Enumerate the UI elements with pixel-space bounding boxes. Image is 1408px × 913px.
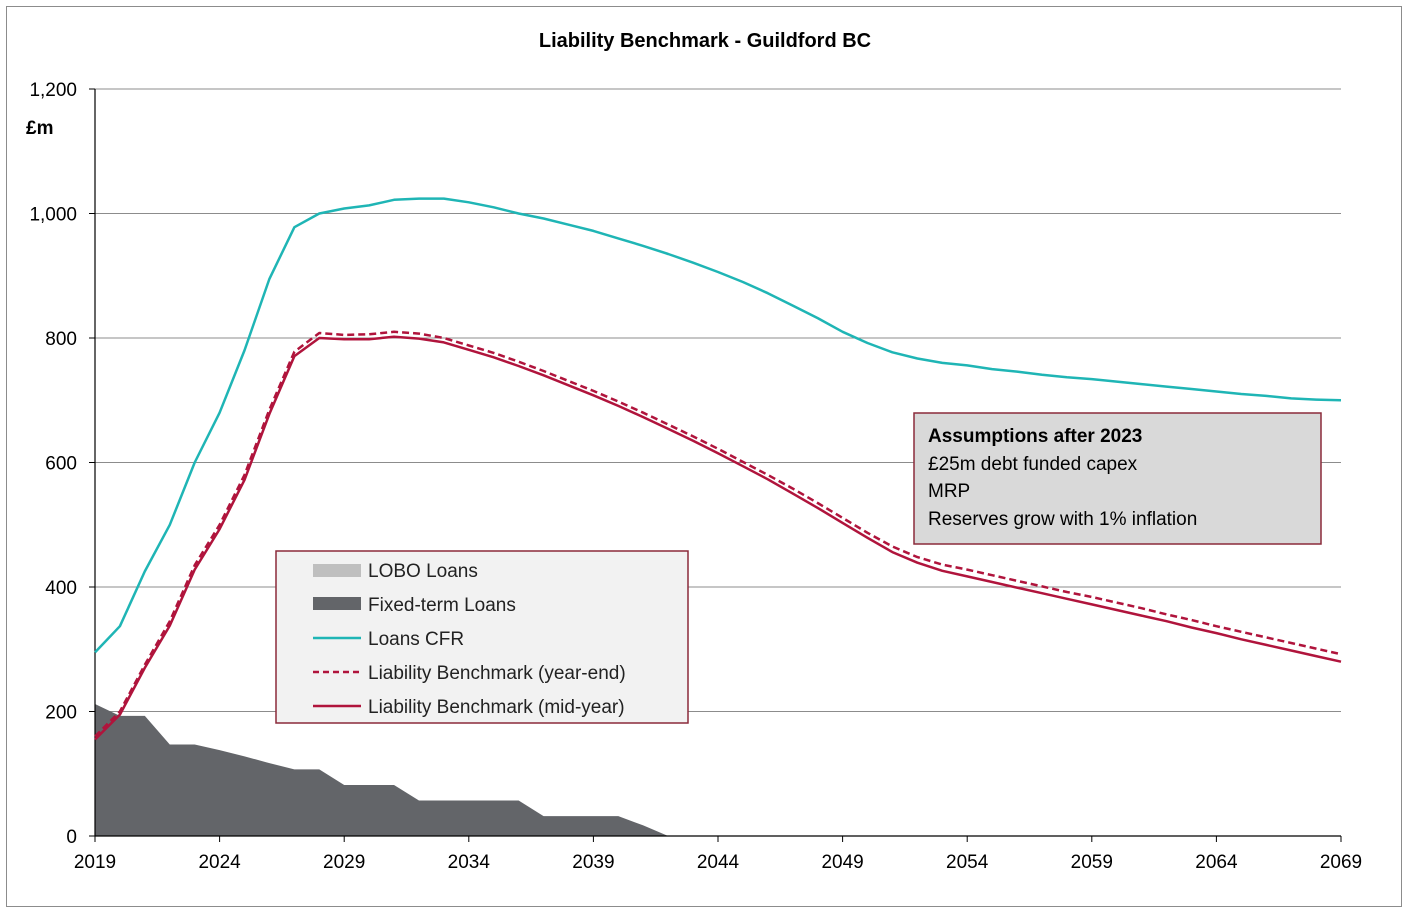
x-tick-label: 2029 (323, 852, 365, 873)
y-axis-unit-label: £m (26, 118, 53, 139)
y-tick-label: 1,200 (29, 80, 77, 101)
x-tick-label: 2059 (1071, 852, 1113, 873)
x-tick-label: 2019 (74, 852, 116, 873)
legend: LOBO Loans Fixed-term Loans Loans CFR Li… (275, 550, 689, 724)
x-tick-label: 2044 (697, 852, 740, 873)
y-tick-label: 600 (45, 454, 77, 475)
legend-swatch-fixed-term (313, 597, 361, 610)
x-tick-label: 2064 (1195, 852, 1238, 873)
y-tick-label: 800 (45, 329, 77, 350)
x-axis-ticks: 2019 2024 2029 2034 2039 2044 2049 2054 2059 2064… (74, 852, 1362, 873)
legend-label-lobo: LOBO Loans (368, 561, 478, 582)
legend-label-loans-cfr: Loans CFR (368, 629, 464, 650)
area-series (95, 704, 669, 836)
axes (89, 88, 1342, 842)
x-tick-label: 2034 (448, 852, 491, 873)
line-series-lb_my (94, 335, 1342, 741)
x-tick-label: 2054 (946, 852, 989, 873)
x-tick-label: 2024 (198, 852, 241, 873)
assumptions-annotation: Assumptions after 2023 £25m debt funded … (913, 412, 1322, 545)
y-tick-label: 200 (45, 703, 77, 724)
x-tick-label: 2049 (821, 852, 863, 873)
area-series-fixed (95, 704, 669, 836)
line-series-cfr (94, 197, 1342, 654)
legend-label-lb-mid-year: Liability Benchmark (mid-year) (368, 697, 625, 718)
annotation-line-1: £25m debt funded capex (928, 454, 1138, 475)
y-tick-label: 1,000 (29, 205, 77, 226)
line-series (94, 197, 1342, 741)
legend-label-lb-year-end: Liability Benchmark (year-end) (368, 663, 626, 684)
x-tick-label: 2069 (1320, 852, 1362, 873)
annotation-line-3: Reserves grow with 1% inflation (928, 509, 1197, 530)
annotation-line-2: MRP (928, 481, 970, 502)
legend-label-fixed-term: Fixed-term Loans (368, 595, 516, 616)
annotation-title: Assumptions after 2023 (928, 426, 1142, 447)
legend-swatch-lobo (313, 564, 361, 577)
y-tick-label: 0 (66, 827, 77, 848)
y-tick-label: 400 (45, 578, 77, 599)
chart-title: Liability Benchmark - Guildford BC (539, 30, 871, 52)
y-axis-ticks: 0 200 400 600 800 1,000 1,200 (29, 80, 77, 848)
line-series-lb_ye (94, 330, 1342, 738)
x-tick-label: 2039 (572, 852, 614, 873)
annotation-background (913, 412, 1322, 545)
